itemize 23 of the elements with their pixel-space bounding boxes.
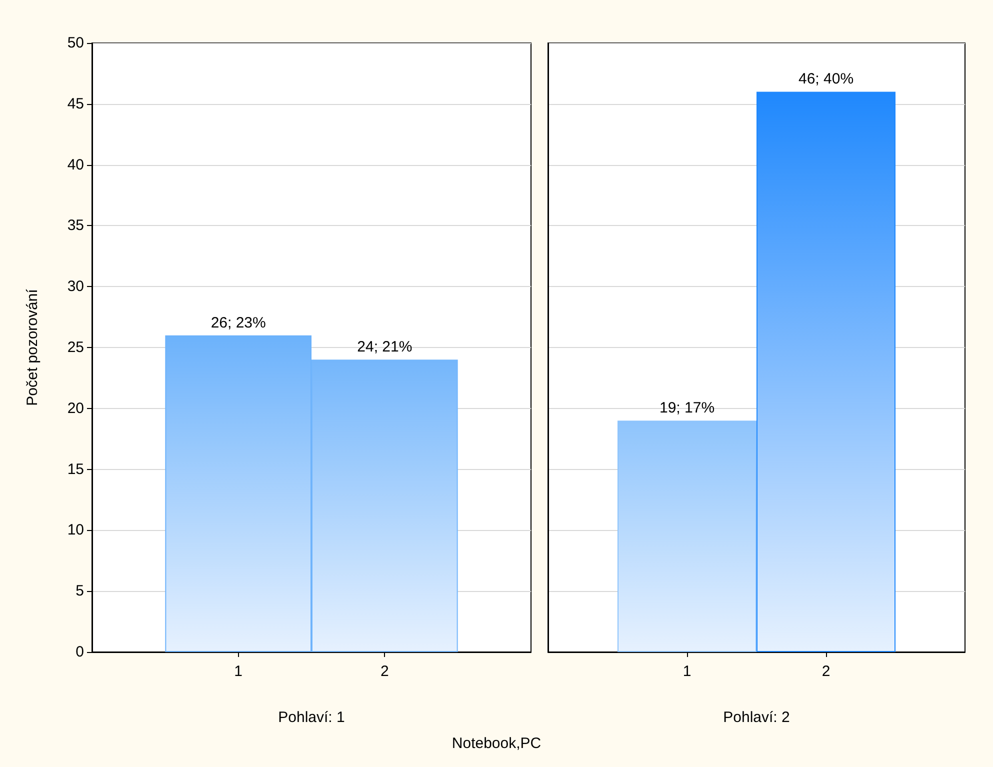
y-tick-label: 35 xyxy=(67,217,84,234)
y-tick-label: 50 xyxy=(67,34,84,52)
x-tick-label: 1 xyxy=(682,663,692,680)
x-tick-label: 2 xyxy=(822,663,830,680)
y-tick-label: 30 xyxy=(67,278,84,296)
y-tick-label: 45 xyxy=(67,95,84,112)
data-label: 19; 17% xyxy=(659,400,715,417)
y-axis-title: Počet pozorování xyxy=(24,288,41,406)
data-label: 46; 40% xyxy=(798,70,854,88)
y-tick-label: 25 xyxy=(67,339,84,356)
x-tick-label: 2 xyxy=(380,663,389,680)
x-axis-title: Pohlaví: 1 xyxy=(278,709,345,726)
y-tick-label: 20 xyxy=(67,400,84,417)
data-label: 26; 23% xyxy=(210,314,266,332)
y-tick-label: 15 xyxy=(67,460,84,478)
y-tick-label: 0 xyxy=(76,644,84,660)
y-tick-label: 40 xyxy=(67,156,84,174)
y-tick-label: 10 xyxy=(67,522,84,539)
data-label: 24; 21% xyxy=(357,338,412,356)
x-tick-label: 1 xyxy=(234,663,243,680)
text: Notebook,PC xyxy=(452,735,542,752)
y-tick-label: 5 xyxy=(76,582,84,600)
x-axis-title: Pohlaví: 2 xyxy=(723,709,790,726)
